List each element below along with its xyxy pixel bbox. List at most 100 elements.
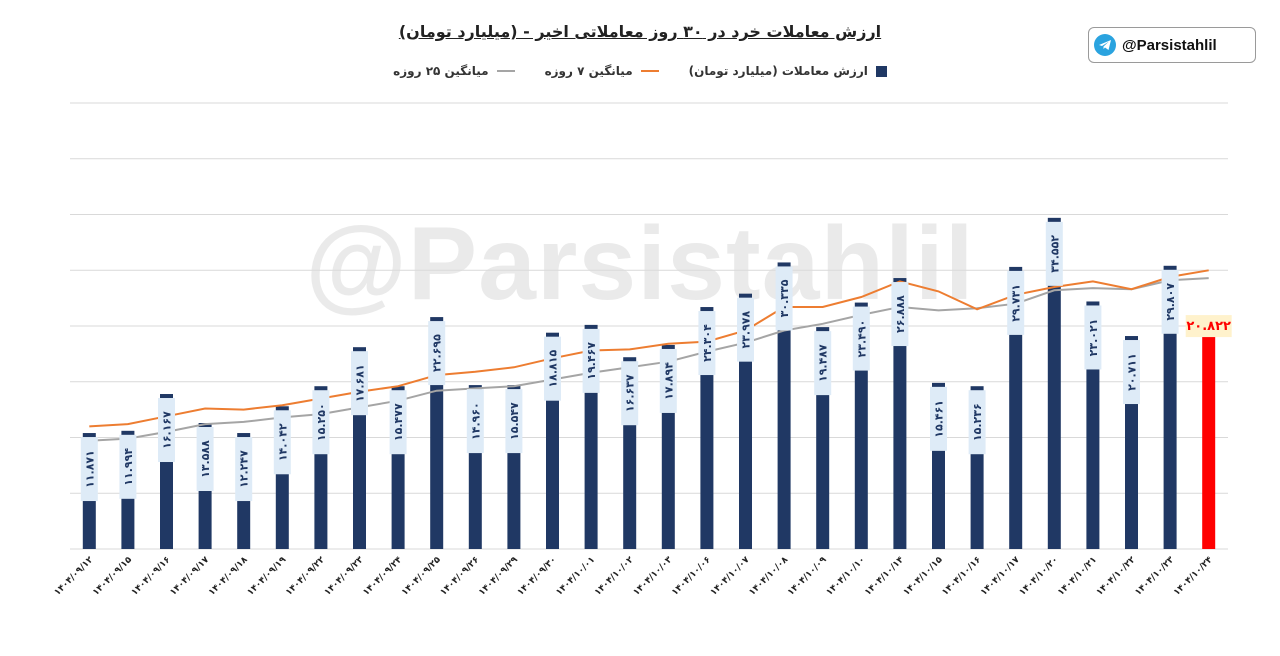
x-tick-label: ۱۴۰۴/۰۹/۳۰ <box>516 555 559 598</box>
value-label-box <box>1007 270 1025 335</box>
value-label-box <box>1045 221 1063 286</box>
value-label: ۱۵.۴۷۷ <box>392 403 405 441</box>
value-label-box <box>312 390 330 455</box>
legend-item: ارزش معاملات (میلیارد تومان) <box>689 64 887 78</box>
value-label: ۱۹.۴۶۷ <box>585 342 598 380</box>
x-tick-label: ۱۴۰۴/۱۰/۰۱ <box>554 555 597 598</box>
value-label: ۱۸.۸۱۵ <box>547 350 560 388</box>
value-label-box <box>235 437 253 502</box>
value-label: ۳۴.۵۵۲ <box>1048 235 1061 273</box>
legend-swatch <box>496 70 515 72</box>
value-label-box <box>852 306 870 371</box>
legend-swatch <box>875 65 887 77</box>
value-label: ۲۲.۶۹۵ <box>431 334 444 372</box>
value-label-box <box>659 348 677 413</box>
value-label-box <box>737 297 754 362</box>
value-label: ۱۱.۹۹۴ <box>122 448 135 486</box>
value-label: ۱۹.۴۸۷ <box>817 344 830 382</box>
value-label: ۱۷.۸۹۴ <box>662 362 675 400</box>
x-tick-label: ۱۴۰۴/۱۰/۱۴ <box>863 555 906 598</box>
value-label: ۱۱.۸۷۱ <box>83 450 96 488</box>
value-label-box <box>389 390 407 455</box>
value-label: ۱۳.۵۸۸ <box>199 440 212 478</box>
x-tick-label: ۱۴۰۴/۰۹/۲۲ <box>284 555 327 598</box>
value-label: ۱۶.۶۳۷ <box>624 374 637 412</box>
x-tick-label: ۱۴۰۴/۱۰/۱۰ <box>825 555 868 598</box>
value-label-box <box>158 398 175 463</box>
x-tick-label: ۱۴۰۴/۱۰/۰۶ <box>670 555 713 598</box>
value-label: ۲۹.۸۰۷ <box>1164 283 1177 321</box>
value-label-box <box>698 311 716 376</box>
x-tick-label: ۱۴۰۴/۰۹/۲۳ <box>323 555 366 598</box>
value-label-box <box>775 266 793 331</box>
value-label-box <box>1123 340 1140 405</box>
badge-text: @Parsistahlil <box>1122 36 1217 54</box>
legend-item: میانگین ۷ روزه <box>545 64 659 78</box>
ma7-line <box>89 269 1209 428</box>
telegram-badge[interactable]: @Parsistahlil <box>1088 27 1256 63</box>
value-label: ۲۹.۷۳۱ <box>1010 284 1023 322</box>
x-tick-label: ۱۴۰۴/۱۰/۰۸ <box>747 555 790 598</box>
x-tick-label: ۱۴۰۴/۱۰/۲۲ <box>1095 555 1138 598</box>
value-label: ۳۰.۳۳۵ <box>778 279 791 317</box>
value-label: ۱۲.۲۴۷ <box>238 450 251 488</box>
x-tick-label: ۱۴۰۴/۰۹/۲۵ <box>400 555 443 598</box>
value-label-box <box>582 328 600 393</box>
bar <box>1202 317 1216 549</box>
value-label-box <box>505 389 523 454</box>
legend-label: ارزش معاملات (میلیارد تومان) <box>688 64 868 78</box>
x-tick-label: ۱۴۰۴/۱۰/۲۳ <box>1133 555 1176 598</box>
value-label: ۲۴.۳۰۴ <box>701 324 714 362</box>
x-tick-label: ۱۴۰۴/۰۹/۱۷ <box>168 555 211 598</box>
x-tick-label: ۱۴۰۴/۱۰/۰۷ <box>709 555 752 598</box>
value-label-box <box>196 427 214 492</box>
bar <box>1163 265 1177 549</box>
x-tick-label: ۱۴۰۴/۰۹/۱۶ <box>130 555 173 598</box>
value-label-box <box>119 434 137 499</box>
value-label: ۱۷.۶۸۱ <box>354 364 367 402</box>
value-label-box <box>273 410 291 475</box>
value-label: ۲۳.۴۹۰ <box>855 320 868 358</box>
x-tick-label: ۱۴۰۴/۰۹/۱۹ <box>246 555 289 598</box>
x-tick-label: ۱۴۰۴/۱۰/۱۷ <box>979 555 1022 598</box>
value-label-box <box>1185 315 1232 338</box>
value-label: ۱۴.۰۴۲ <box>276 423 289 461</box>
value-label-box <box>428 321 446 386</box>
value-label: ۱۴.۹۶۰ <box>469 402 482 440</box>
bar <box>777 262 791 549</box>
value-label: ۱۵.۲۳۶ <box>971 403 984 441</box>
value-label: ۱۵.۲۵۰ <box>315 403 328 441</box>
legend-swatch <box>640 70 659 72</box>
value-label-box <box>930 386 947 451</box>
value-label-box <box>891 282 909 347</box>
bar <box>1009 266 1023 549</box>
legend: ارزش معاملات (میلیارد تومان) میانگین ۷ رو… <box>0 64 1280 78</box>
ma25-line <box>89 277 1209 442</box>
telegram-icon <box>1094 34 1116 56</box>
x-tick-label: ۱۴۰۴/۰۹/۲۴ <box>361 555 404 598</box>
value-label-box <box>80 437 98 502</box>
x-tick-label: ۱۴۰۴/۱۰/۲۰ <box>1018 555 1061 598</box>
value-label-box <box>621 361 639 426</box>
x-tick-label: ۱۴۰۴/۱۰/۰۳ <box>632 555 675 598</box>
value-label-box <box>466 389 484 454</box>
x-tick-label: ۱۴۰۴/۰۹/۱۲ <box>53 555 96 598</box>
value-label: ۱۵.۵۴۷ <box>508 402 521 440</box>
x-tick-label: ۱۴۰۴/۱۰/۰۲ <box>593 555 636 598</box>
value-label-box <box>968 390 986 455</box>
x-tick-label: ۱۴۰۴/۱۰/۱۵ <box>902 555 945 598</box>
value-label-box <box>351 351 368 416</box>
value-label: ۲۶.۸۸۸ <box>894 295 907 333</box>
bar <box>1047 217 1061 549</box>
x-tick-label: ۱۴۰۴/۰۹/۱۸ <box>207 555 250 598</box>
x-tick-label: ۱۴۰۴/۱۰/۲۱ <box>1056 555 1099 598</box>
value-label-box <box>1084 305 1102 370</box>
value-label: ۱۶.۱۶۷ <box>161 411 174 449</box>
legend-label: میانگین ۷ روزه <box>544 64 633 78</box>
value-label-box <box>1161 269 1179 334</box>
value-label-box <box>814 331 832 396</box>
x-tick-label: ۱۴۰۴/۰۹/۲۹ <box>477 555 520 598</box>
value-label: ۲۳.۰۲۱ <box>1087 319 1100 357</box>
value-label: ۲۳.۹۷۸ <box>740 311 753 349</box>
